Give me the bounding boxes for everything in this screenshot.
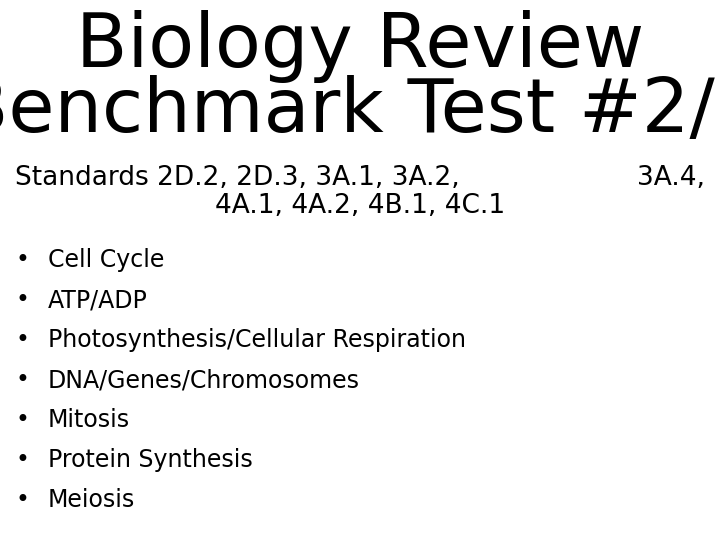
Text: ATP/ADP: ATP/ADP <box>48 288 148 312</box>
Text: •: • <box>15 488 29 512</box>
Text: •: • <box>15 448 29 472</box>
Text: Photosynthesis/Cellular Respiration: Photosynthesis/Cellular Respiration <box>48 328 466 352</box>
Text: Standards 2D.2, 2D.3, 3A.1, 3A.2,: Standards 2D.2, 2D.3, 3A.1, 3A.2, <box>15 165 460 191</box>
Text: Meiosis: Meiosis <box>48 488 135 512</box>
Text: •: • <box>15 248 29 272</box>
Text: 4A.1, 4A.2, 4B.1, 4C.1: 4A.1, 4A.2, 4B.1, 4C.1 <box>215 193 505 219</box>
Text: Protein Synthesis: Protein Synthesis <box>48 448 253 472</box>
Text: Biology Review: Biology Review <box>76 10 644 83</box>
Text: •: • <box>15 368 29 392</box>
Text: 3A.4,: 3A.4, <box>637 165 705 191</box>
Text: •: • <box>15 328 29 352</box>
Text: Mitosis: Mitosis <box>48 408 130 432</box>
Text: Cell Cycle: Cell Cycle <box>48 248 164 272</box>
Text: •: • <box>15 408 29 432</box>
Text: Benchmark Test #2/3: Benchmark Test #2/3 <box>0 75 720 148</box>
Text: DNA/Genes/Chromosomes: DNA/Genes/Chromosomes <box>48 368 360 392</box>
Text: •: • <box>15 288 29 312</box>
